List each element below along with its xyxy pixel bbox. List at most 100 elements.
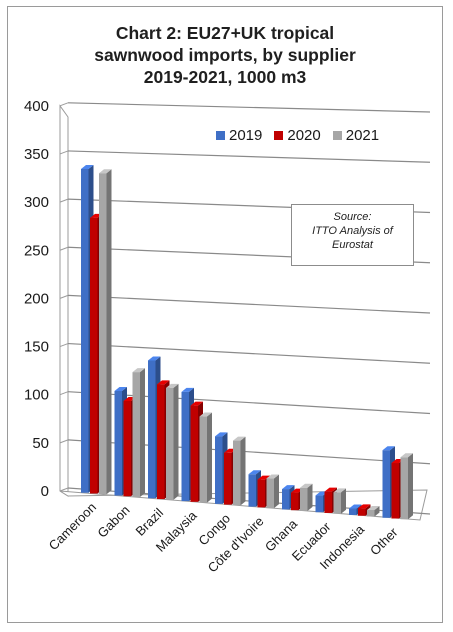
bar-top: [358, 504, 371, 509]
bar-2019-gabon: [114, 390, 122, 496]
bar-top: [157, 380, 170, 385]
bar-top: [233, 436, 246, 441]
bar-side: [408, 453, 413, 520]
bar-top: [266, 474, 279, 479]
bar-2019-congo: [215, 436, 223, 504]
bar-top: [132, 368, 145, 373]
bar-2021-ecuador: [333, 492, 341, 514]
legend-label-2020: 2020: [287, 126, 321, 144]
x-tick-label: Cameroon: [46, 500, 100, 554]
bar-side: [173, 383, 179, 500]
gridline-tick: [59, 150, 69, 155]
y-tick-label: 200: [24, 290, 49, 307]
bar-2019-indonesia: [349, 508, 357, 515]
bar-2021-indonesia: [367, 510, 375, 517]
gridline-tick: [59, 294, 69, 299]
bar-top: [199, 412, 212, 417]
chart-title-line-1: Chart 2: EU27+UK tropical: [115, 23, 335, 43]
chart-title: Chart 2: EU27+UK tropical sawnwood impor…: [7, 22, 443, 88]
x-tick-label: Gabon: [94, 502, 132, 540]
y-tick-label: 300: [24, 194, 49, 211]
gridline: [67, 150, 431, 163]
bar-top: [367, 506, 380, 511]
bar-2020-malaysia: [190, 405, 198, 502]
legend-swatch-2020: [274, 130, 284, 140]
chart-title-line-3: 2019-2021, 1000 m3: [143, 67, 307, 87]
gridline: [67, 342, 431, 364]
legend-swatch-2019: [216, 130, 225, 140]
chart-title-line-2: sawnwood imports, by supplier: [94, 45, 356, 65]
chart-legend: 2019 2020 2021: [216, 126, 391, 144]
source-note: Source: ITTO Analysis of Eurostat: [291, 204, 414, 266]
bar-2021-ghana: [300, 487, 308, 511]
bar-side: [374, 506, 380, 517]
gridline-tick: [59, 439, 69, 444]
legend-item-2020: 2020: [274, 126, 321, 144]
bar-2021-other: [400, 457, 408, 520]
bar-2020-ecuador: [324, 491, 332, 513]
y-tick-label: 250: [24, 242, 49, 259]
source-note-line-3: Eurostat: [332, 239, 373, 251]
bar-side: [274, 474, 279, 509]
bar-2021-c-te-d-ivoire: [266, 478, 274, 509]
gridline-tick: [59, 391, 69, 396]
bar-side: [341, 488, 346, 514]
bar-top: [215, 432, 228, 437]
bar-2020-indonesia: [358, 508, 366, 516]
bar-2020-congo: [224, 452, 232, 505]
bar-top: [114, 386, 127, 391]
x-tick-label: Other: [367, 524, 401, 558]
bar-top: [333, 488, 346, 493]
bar-2021-cameroon: [99, 173, 107, 495]
bar-top: [300, 483, 313, 488]
y-tick-label: 150: [24, 339, 49, 356]
bar-2020-c-te-d-ivoire: [257, 479, 265, 508]
bar-2020-gabon: [123, 400, 131, 497]
bar-side: [307, 483, 313, 511]
bar-2019-other: [382, 450, 390, 518]
bar-2020-other: [391, 463, 399, 519]
legend-label-2019: 2019: [229, 126, 263, 144]
bar-top: [324, 487, 337, 492]
y-tick-label: 400: [24, 98, 49, 115]
chart-frame: [7, 6, 443, 623]
bar-2021-gabon: [132, 372, 140, 498]
y-tick-label: 350: [24, 146, 49, 163]
bar-top: [148, 356, 161, 361]
legend-label-2021: 2021: [345, 126, 380, 144]
bar-2020-cameroon: [90, 217, 98, 494]
y-tick-label: 50: [32, 435, 49, 452]
bar-top: [166, 383, 179, 388]
bar-top: [99, 169, 112, 174]
source-note-line-1: Source:: [333, 211, 372, 223]
bar-top: [282, 485, 295, 490]
legend-item-2021: 2021: [332, 126, 380, 144]
bar-2019-c-te-d-ivoire: [248, 474, 256, 507]
y-axis-tick-labels: 0 50 100 150 200 250 300 350 400: [24, 98, 49, 500]
legend-swatch-2021: [332, 130, 342, 140]
bar-2019-cameroon: [81, 168, 89, 493]
gridline: [67, 294, 431, 314]
bar-side: [140, 368, 145, 498]
bar-top: [181, 387, 194, 392]
bar-2019-malaysia: [181, 391, 189, 502]
bar-2020-ghana: [291, 492, 299, 511]
bar-side: [106, 169, 112, 495]
bar-top: [81, 164, 94, 169]
gridline: [67, 102, 431, 113]
bar-2021-brazil: [166, 387, 174, 500]
gridline: [67, 391, 431, 415]
legend-item-2019: 2019: [216, 127, 262, 144]
y-tick-label: 0: [41, 483, 49, 500]
bar-top: [248, 470, 261, 475]
gridline-tick: [59, 487, 69, 492]
x-tick-label: Brazil: [133, 505, 167, 539]
bar-2020-brazil: [157, 384, 165, 500]
gridline-tick: [59, 246, 69, 251]
gridline-tick: [59, 102, 69, 107]
bar-2019-brazil: [148, 360, 156, 499]
source-note-line-2: ITTO Analysis of: [312, 225, 393, 237]
gridline-tick: [59, 198, 69, 203]
left-wall: [59, 104, 69, 497]
